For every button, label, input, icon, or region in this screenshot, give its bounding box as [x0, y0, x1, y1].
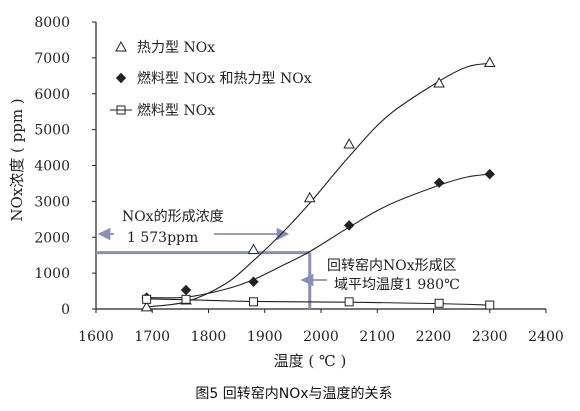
x-tick-label: 2300 — [472, 329, 508, 345]
x-tick-label: 2000 — [303, 329, 339, 345]
data-point — [344, 297, 354, 307]
x-tick-label: 1700 — [134, 329, 170, 345]
data-point — [249, 297, 258, 307]
series-line — [146, 173, 490, 299]
legend-label: 热力型 NOx — [137, 40, 215, 56]
axes: 1600 1700 1800 1900 2000 2100 2200 2300 2400 0 100… — [34, 15, 563, 345]
data-point — [434, 298, 444, 308]
conc-annotation-label: NOx的形成浓度 — [122, 209, 224, 225]
y-tick-label: 7000 — [34, 51, 70, 67]
y-tick-label: 6000 — [34, 87, 70, 103]
data-point — [433, 177, 445, 188]
legend-label: 燃料型 NOx — [137, 102, 215, 119]
y-tick-label: 0 — [61, 302, 70, 318]
temp-annotation-line2: 域平均温度1 980℃ — [334, 277, 460, 293]
series-line — [146, 62, 490, 308]
conc-annotation-value: 1 573ppm — [127, 230, 198, 246]
y-tick-label: 8000 — [34, 15, 70, 31]
temp-annotation-line1: 回转窑内NOx形成区 — [327, 257, 457, 274]
data-point — [433, 76, 445, 88]
data-point — [343, 137, 355, 149]
series-3 — [142, 294, 495, 310]
series-layer — [140, 56, 496, 312]
x-tick-label: 2100 — [359, 329, 395, 345]
y-tick-label: 2000 — [34, 230, 70, 246]
y-tick-label: 4000 — [34, 159, 70, 175]
y-tick-label: 5000 — [34, 123, 70, 139]
x-tick-label: 2400 — [528, 329, 564, 345]
x-axis-title: 温度 ( ℃ ) — [274, 352, 347, 370]
data-point — [343, 220, 355, 231]
data-point — [142, 294, 152, 304]
data-point — [180, 284, 192, 296]
data-point — [485, 300, 495, 310]
x-tick-label: 2200 — [416, 329, 452, 345]
x-tick-label: 1600 — [78, 329, 114, 345]
data-point — [483, 56, 496, 68]
data-point — [140, 300, 153, 312]
y-axis-title: NOx浓度 ( ppm ) — [8, 98, 26, 221]
data-point — [484, 168, 495, 180]
legend: 热力型 NOx 燃料型 NOx 和热力型 NOx 燃料型 NOx — [110, 40, 312, 119]
data-point — [248, 276, 259, 287]
data-point — [303, 191, 316, 203]
data-point — [181, 294, 191, 304]
y-tick-label: 1000 — [34, 266, 70, 282]
annotations — [96, 227, 327, 309]
legend-marker — [115, 72, 127, 84]
legend-label: 燃料型 NOx 和热力型 NOx — [137, 70, 312, 87]
y-tick-label: 3000 — [34, 194, 70, 210]
x-tick-label: 1900 — [247, 329, 283, 345]
x-tick-label: 1800 — [191, 329, 227, 345]
figure-caption: 图5 回转窑内NOx与温度的关系 — [195, 385, 392, 402]
data-point — [247, 243, 260, 254]
legend-marker — [115, 40, 127, 52]
